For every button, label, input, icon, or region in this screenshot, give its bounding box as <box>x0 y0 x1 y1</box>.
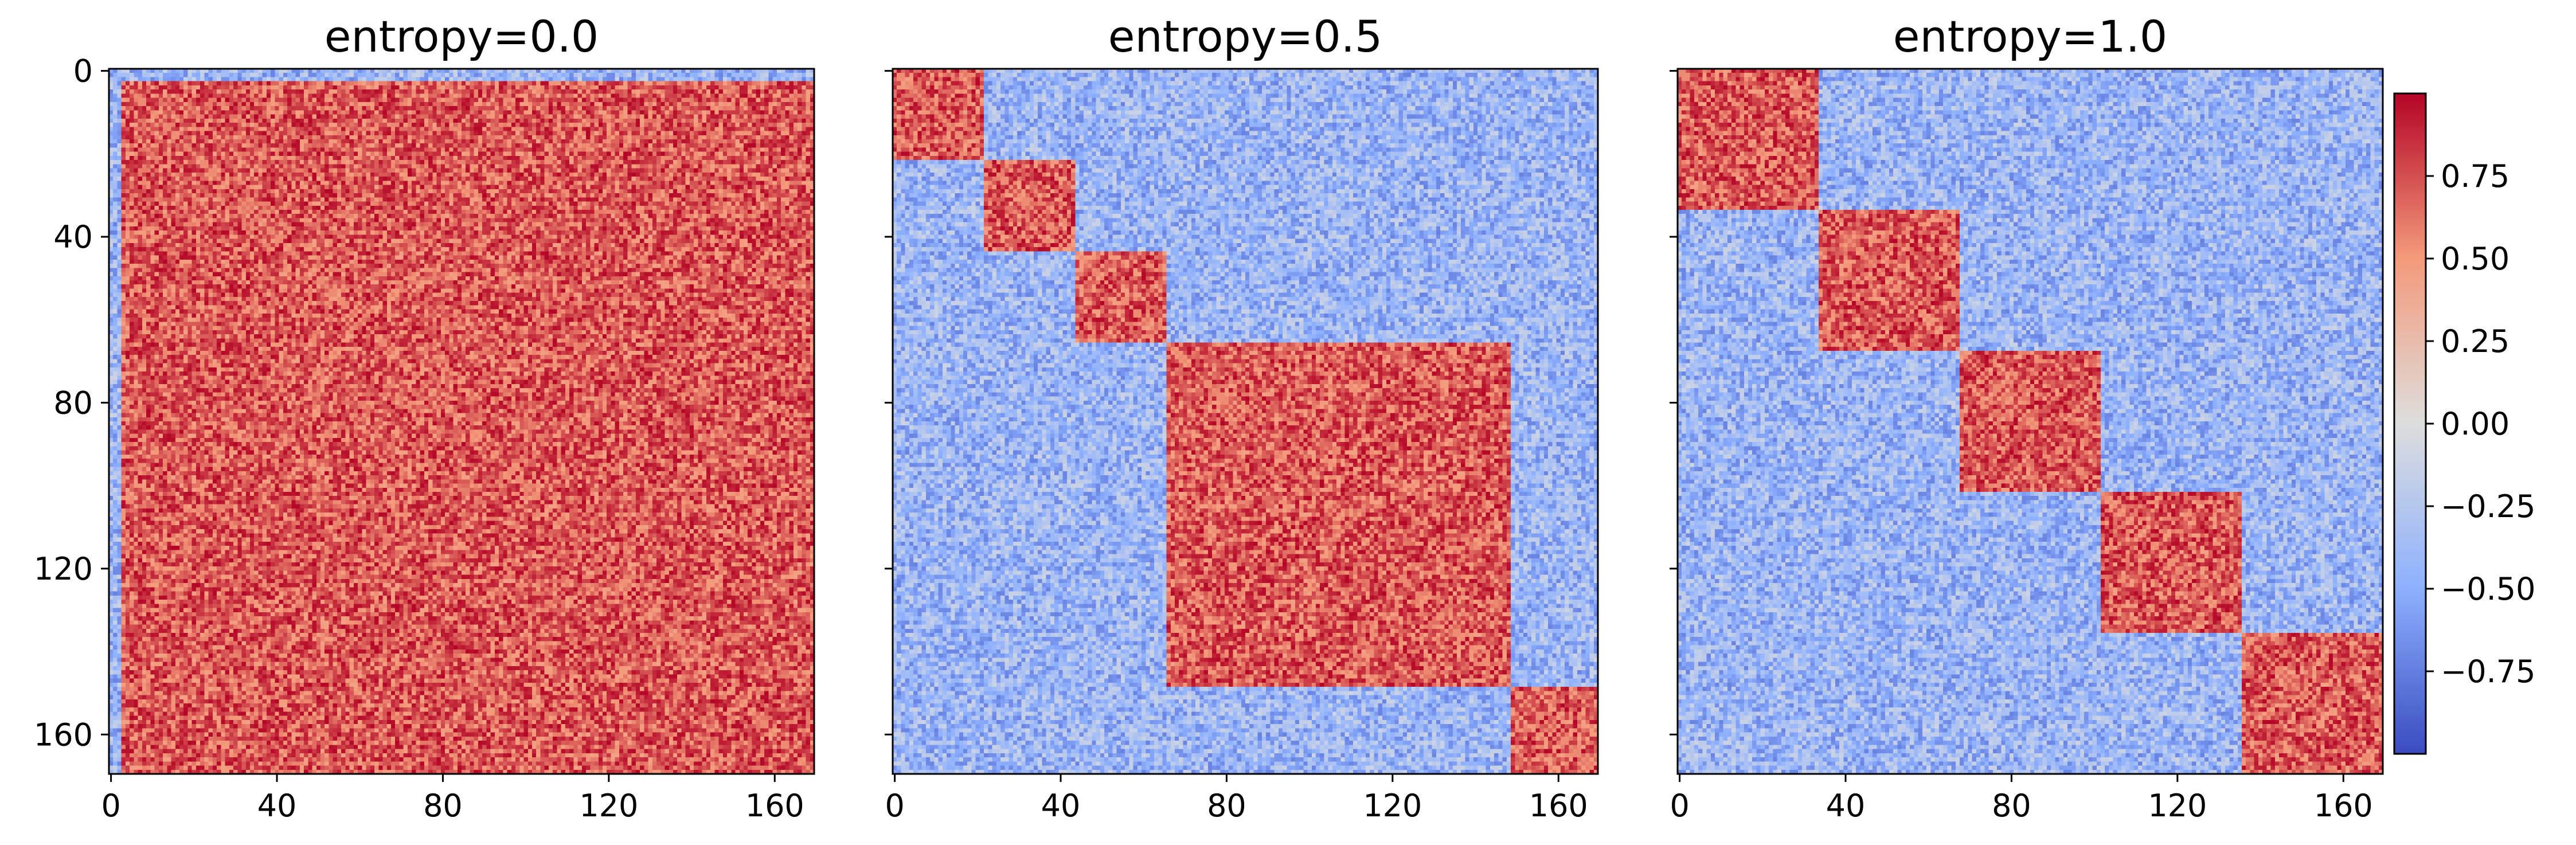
x-tick-label: 80 <box>1207 788 1246 824</box>
x-tick-label: 80 <box>1992 788 2031 824</box>
y-tick-label: 0 <box>73 53 93 89</box>
colorbar-tick-label: −0.75 <box>2441 654 2535 690</box>
heatmap-matrix <box>109 69 814 774</box>
x-tick-label: 40 <box>1041 788 1081 824</box>
x-tick-label: 0 <box>101 788 120 824</box>
x-tick-label: 160 <box>745 788 804 824</box>
axes-frame <box>108 68 815 775</box>
y-tick-label: 160 <box>34 717 93 753</box>
x-tick-label: 120 <box>2148 788 2207 824</box>
heatmap-panel-entropy-05: entropy=0.5 0 40 80 120 160 <box>885 11 1599 824</box>
heatmap-matrix <box>1678 69 2383 774</box>
x-tick-label: 160 <box>1529 788 1588 824</box>
x-tick-label: 160 <box>2314 788 2373 824</box>
x-tick-label: 40 <box>257 788 297 824</box>
x-tick-label: 120 <box>1363 788 1422 824</box>
colorbar-tick-label: −0.25 <box>2441 488 2535 525</box>
axes-frame <box>892 68 1599 775</box>
colorbar-gradient <box>2393 92 2427 755</box>
x-tick-label: 0 <box>1670 788 1689 824</box>
colorbar-tick-label: 0.00 <box>2441 406 2509 442</box>
x-tick-label: 120 <box>579 788 638 824</box>
colorbar-tick-label: 0.75 <box>2441 158 2509 194</box>
colorbar: 0.75 0.50 0.25 0.00 −0.25 −0.50 −0.75 <box>2393 92 2535 755</box>
y-tick-label: 120 <box>34 551 93 587</box>
x-tick-label: 0 <box>885 788 904 824</box>
panel-title: entropy=0.5 <box>1108 11 1383 62</box>
x-tick-label: 80 <box>423 788 463 824</box>
panel-title: entropy=0.0 <box>325 11 599 62</box>
colorbar-tick-label: 0.25 <box>2441 323 2509 359</box>
heatmap-panel-entropy-1: entropy=1.0 0 40 80 120 160 <box>1670 11 2384 824</box>
colorbar-tick-label: −0.50 <box>2441 571 2535 607</box>
panel-title: entropy=1.0 <box>1893 11 2168 62</box>
colorbar-tick-label: 0.50 <box>2441 241 2509 277</box>
heatmap-matrix <box>893 69 1598 774</box>
y-tick-label: 40 <box>53 219 93 255</box>
x-tick-label: 40 <box>1826 788 1866 824</box>
y-tick-label: 80 <box>53 385 93 421</box>
axes-frame <box>1676 68 2384 775</box>
